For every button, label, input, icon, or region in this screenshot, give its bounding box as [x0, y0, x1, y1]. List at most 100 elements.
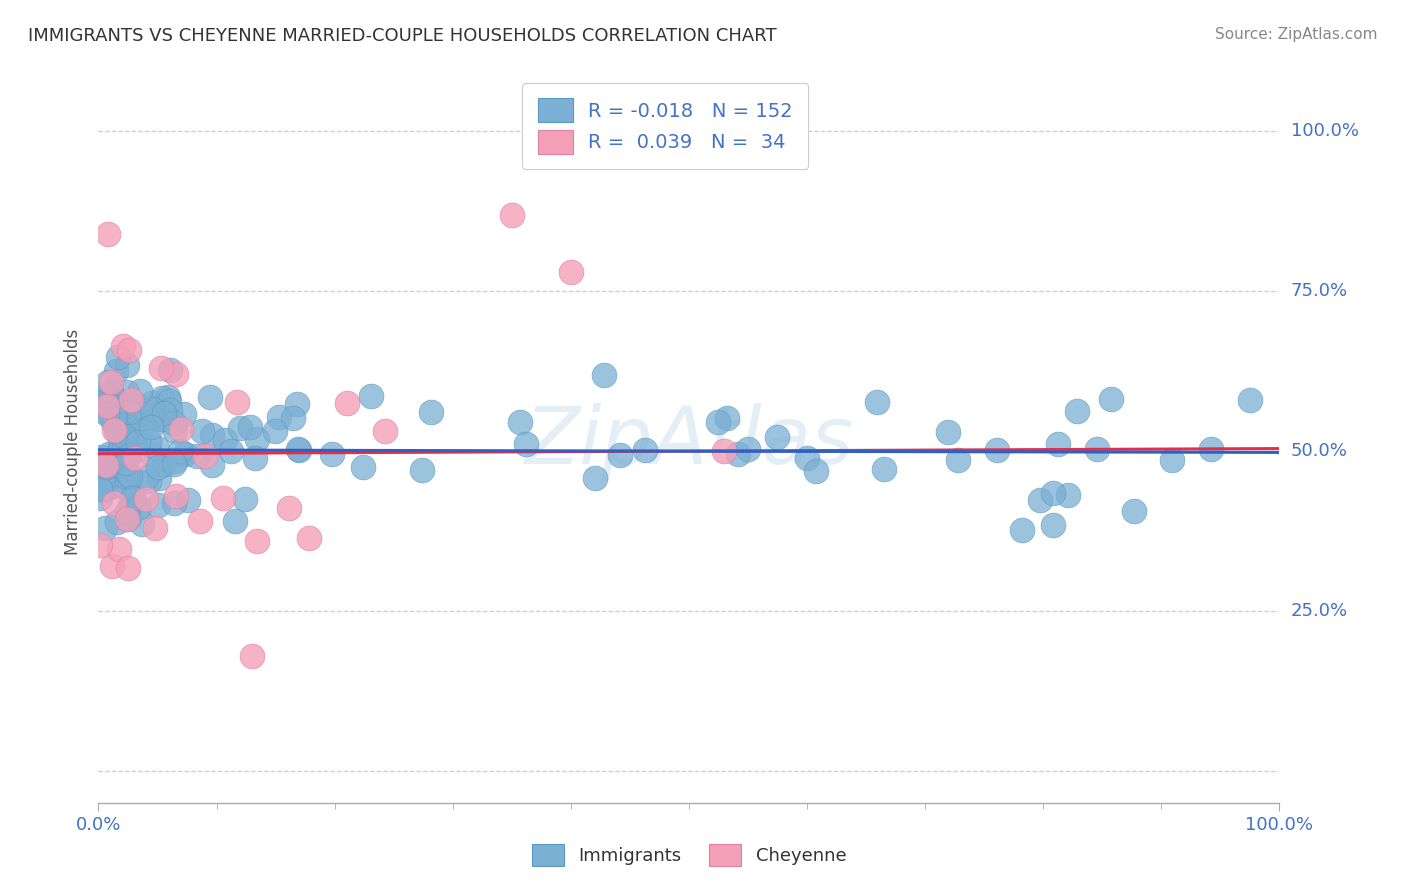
Point	[141, 395, 163, 409]
Point	[707, 415, 730, 429]
Point	[97, 375, 120, 389]
Point	[170, 421, 193, 435]
Point	[96, 396, 118, 410]
Point	[163, 454, 186, 468]
Point	[103, 496, 125, 510]
Point	[727, 447, 749, 461]
Point	[287, 442, 309, 457]
Point	[94, 388, 117, 402]
Point	[141, 402, 163, 417]
Point	[91, 475, 114, 489]
Point	[243, 451, 266, 466]
Point	[141, 420, 163, 434]
Point	[224, 514, 246, 528]
Point	[100, 465, 122, 479]
Text: IMMIGRANTS VS CHEYENNE MARRIED-COUPLE HOUSEHOLDS CORRELATION CHART: IMMIGRANTS VS CHEYENNE MARRIED-COUPLE HO…	[28, 27, 776, 45]
Point	[103, 415, 125, 429]
Point	[131, 516, 153, 531]
Point	[219, 443, 242, 458]
Point	[277, 501, 299, 516]
Point	[162, 458, 184, 472]
Point	[117, 561, 139, 575]
Point	[948, 453, 970, 467]
Point	[104, 424, 127, 438]
Point	[146, 441, 169, 455]
Point	[592, 368, 614, 382]
Point	[115, 511, 138, 525]
Point	[936, 425, 959, 440]
Point	[129, 423, 152, 437]
Point	[97, 464, 120, 478]
Point	[90, 450, 112, 465]
Point	[94, 520, 117, 534]
Point	[108, 394, 131, 409]
Point	[229, 421, 252, 435]
Point	[1042, 517, 1064, 532]
Point	[214, 433, 236, 447]
Point	[118, 448, 141, 462]
Point	[105, 364, 128, 378]
Point	[285, 396, 308, 410]
Point	[245, 533, 267, 548]
Point	[107, 350, 129, 364]
Point	[1057, 488, 1080, 502]
Point	[114, 456, 136, 470]
Point	[117, 467, 139, 481]
Point	[352, 459, 374, 474]
Point	[194, 449, 217, 463]
Point	[163, 416, 186, 430]
Point	[117, 450, 139, 465]
Point	[1122, 503, 1144, 517]
Point	[128, 500, 150, 515]
Point	[153, 406, 176, 420]
Point	[634, 442, 657, 457]
Point	[98, 447, 121, 461]
Point	[201, 458, 224, 473]
Point	[101, 559, 124, 574]
Point	[873, 462, 896, 476]
Point	[157, 393, 180, 408]
Point	[360, 389, 382, 403]
Point	[509, 415, 531, 429]
Point	[146, 459, 169, 474]
Point	[97, 227, 120, 241]
Point	[806, 464, 828, 478]
Point	[866, 395, 889, 409]
Point	[143, 521, 166, 535]
Point	[91, 402, 114, 417]
Point	[104, 409, 127, 423]
Point	[1028, 493, 1050, 508]
Point	[115, 505, 138, 519]
Point	[796, 451, 818, 466]
Point	[609, 448, 631, 462]
Point	[1047, 437, 1070, 451]
Point	[267, 410, 290, 425]
Point	[120, 500, 142, 514]
Point	[150, 411, 173, 425]
Point	[298, 531, 321, 545]
Point	[162, 496, 184, 510]
Point	[110, 461, 132, 475]
Point	[103, 423, 125, 437]
Point	[122, 427, 145, 442]
Point	[89, 491, 111, 505]
Point	[148, 498, 170, 512]
Point	[122, 491, 145, 506]
Point	[96, 400, 118, 414]
Point	[1085, 442, 1108, 457]
Point	[135, 492, 157, 507]
Point	[120, 439, 142, 453]
Point	[94, 482, 117, 496]
Point	[105, 515, 128, 529]
Point	[264, 424, 287, 438]
Point	[112, 480, 135, 494]
Point	[1099, 392, 1122, 406]
Point	[127, 434, 149, 449]
Point	[139, 447, 162, 461]
Point	[103, 457, 125, 471]
Text: ZipAtlas: ZipAtlas	[524, 402, 853, 481]
Point	[246, 432, 269, 446]
Point	[1042, 486, 1064, 500]
Point	[235, 491, 257, 506]
Point	[112, 429, 135, 443]
